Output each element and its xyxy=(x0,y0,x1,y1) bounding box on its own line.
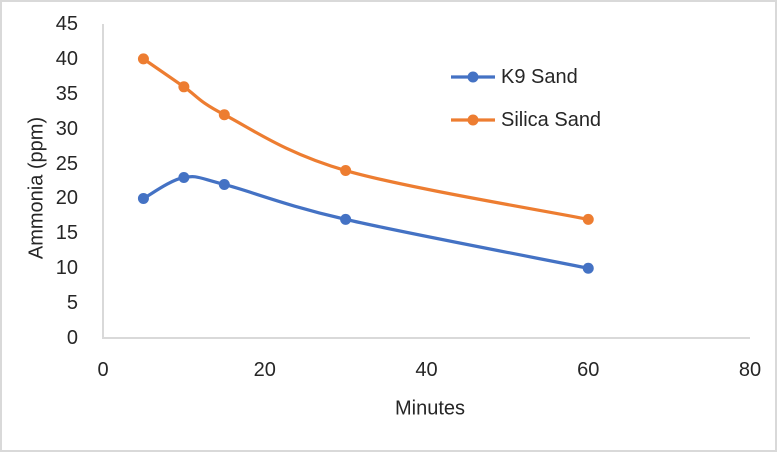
data-point-marker-k9-sand xyxy=(340,213,352,225)
y-tick-label: 0 xyxy=(66,327,78,349)
data-point-marker-silica-sand xyxy=(137,53,149,65)
chart-legend: K9 Sand Silica Sand xyxy=(450,65,601,132)
x-tick-label: 0 xyxy=(97,359,109,381)
y-tick-label: 35 xyxy=(55,82,78,105)
series-line-k9-sand xyxy=(141,175,590,270)
x-tick-label: 60 xyxy=(577,359,600,381)
legend-marker-icon xyxy=(451,71,495,83)
x-tick-label: 80 xyxy=(738,359,762,381)
legend-marker-icon xyxy=(451,114,495,126)
legend-item-silica-sand: Silica Sand xyxy=(450,108,601,132)
data-point-marker-silica-sand xyxy=(178,81,190,93)
y-tick-label: 5 xyxy=(66,292,78,315)
x-tick-label: 20 xyxy=(253,359,276,381)
data-point-marker-k9-sand xyxy=(218,178,230,190)
y-tick-label: 45 xyxy=(55,13,78,35)
data-point-marker-k9-sand xyxy=(178,172,190,184)
y-tick-label: 20 xyxy=(55,187,78,210)
y-tick-label: 10 xyxy=(55,257,78,280)
legend-item-k9-sand: K9 Sand xyxy=(450,65,601,89)
data-point-marker-k9-sand xyxy=(137,192,149,204)
data-point-marker-k9-sand xyxy=(582,262,594,274)
data-point-marker-silica-sand xyxy=(340,165,352,177)
y-axis-title: Ammonia (ppm) xyxy=(25,116,48,260)
axes-lines xyxy=(102,24,750,339)
y-tick-label: 40 xyxy=(55,47,78,70)
y-tick-label: 25 xyxy=(55,152,78,175)
legend-label: K9 Sand xyxy=(501,65,578,88)
x-axis-title: Minutes xyxy=(394,397,466,420)
y-tick-label: 30 xyxy=(55,117,78,140)
data-point-marker-silica-sand xyxy=(218,109,230,121)
data-point-marker-silica-sand xyxy=(582,213,594,225)
x-tick-label: 40 xyxy=(415,359,438,381)
legend-label: Silica Sand xyxy=(501,108,602,131)
y-tick-label: 15 xyxy=(55,222,78,245)
